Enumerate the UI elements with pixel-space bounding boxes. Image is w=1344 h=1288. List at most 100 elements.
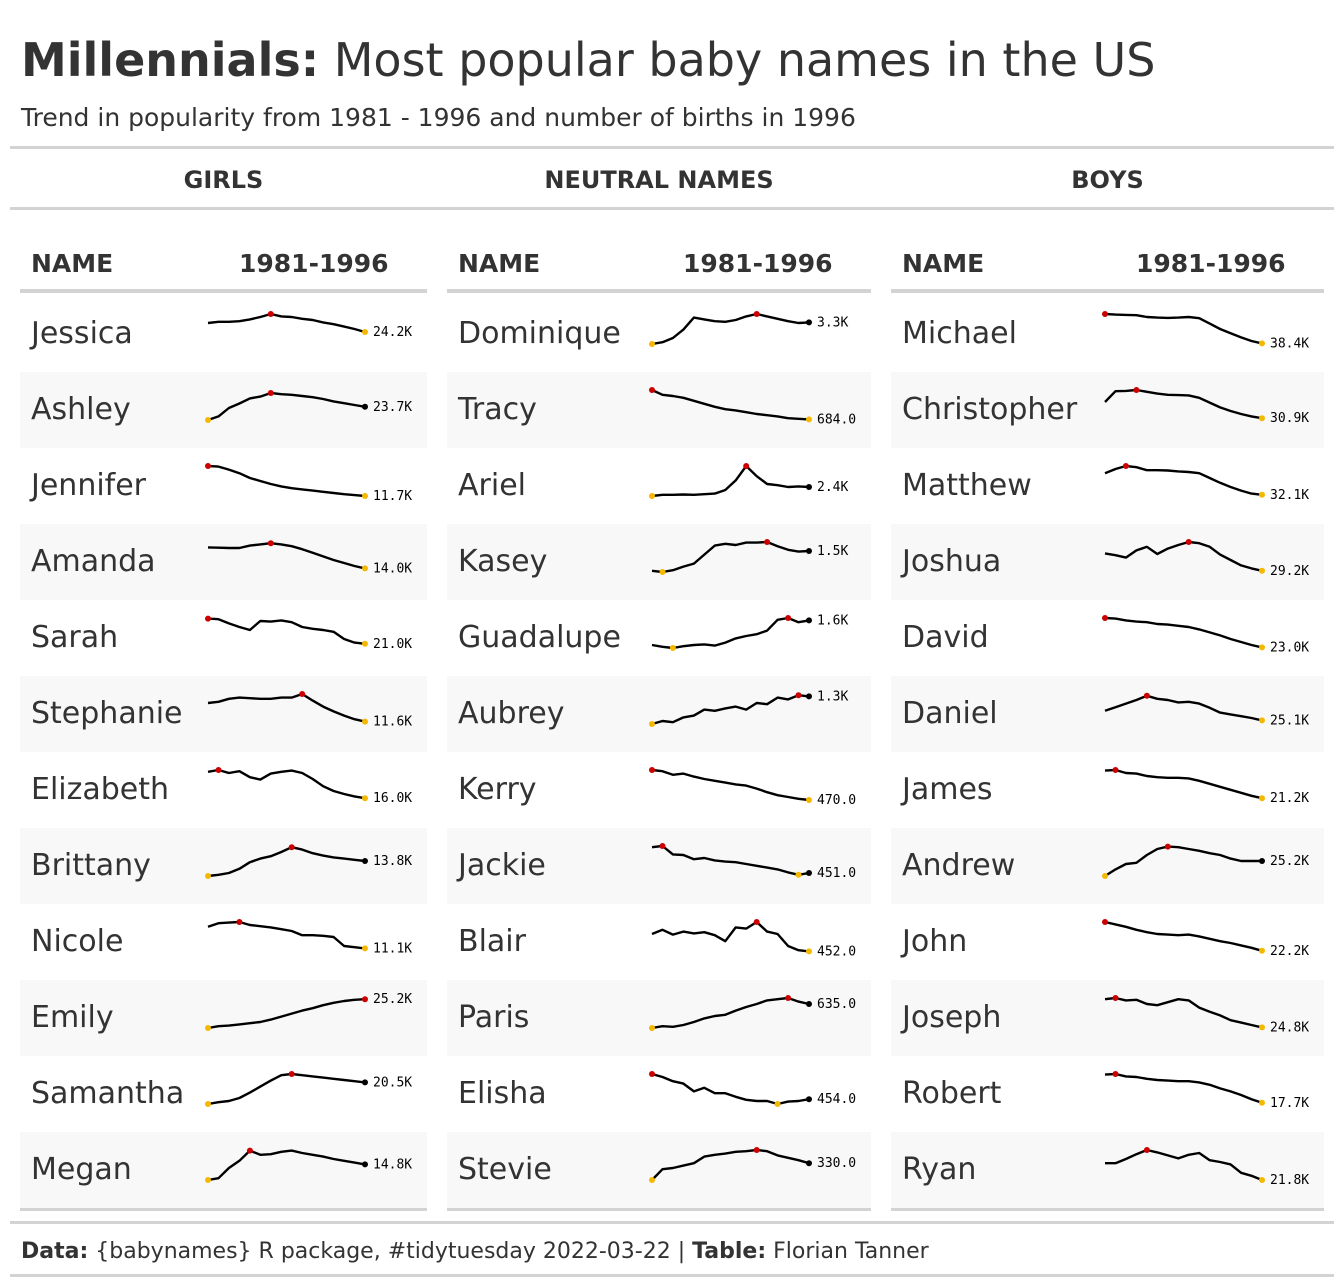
peak-marker — [743, 463, 750, 469]
baby-name: Emily — [31, 1000, 114, 1035]
peak-marker — [753, 1147, 760, 1153]
table-row: Nicole 11.1K — [20, 904, 427, 980]
peak-marker — [1112, 1071, 1119, 1077]
table-row: Samantha 20.5K — [20, 1056, 427, 1132]
baby-name: Jennifer — [31, 468, 147, 503]
peak-marker — [299, 691, 306, 697]
column-header-name: NAME — [458, 249, 541, 278]
end-marker — [806, 948, 812, 955]
end-marker — [806, 1001, 812, 1007]
table-row: Ashley 23.7K — [20, 372, 427, 448]
end-marker — [1259, 567, 1265, 574]
sparkline-chart: 454.0 — [649, 1071, 856, 1107]
table-row: Megan 14.8K — [20, 1132, 427, 1208]
peak-marker — [236, 919, 243, 925]
low-marker — [669, 645, 676, 651]
low-marker — [205, 417, 211, 423]
peak-marker — [205, 463, 211, 469]
trend-line — [1104, 694, 1263, 722]
table-row: Elisha 454.0 — [447, 1056, 871, 1132]
peak-marker — [1102, 311, 1108, 317]
births-1996-label: 454.0 — [817, 1092, 856, 1107]
sparkline-chart: 635.0 — [649, 995, 856, 1031]
baby-name: Daniel — [902, 696, 998, 731]
births-1996-label: 22.2K — [1270, 944, 1309, 959]
peak-marker — [1112, 767, 1119, 773]
sparkline-chart: 3.3K — [649, 311, 848, 347]
trend-line — [207, 1072, 366, 1106]
end-marker — [1259, 717, 1265, 724]
table-row: Daniel 25.1K — [891, 676, 1324, 752]
table-row: John 22.2K — [891, 904, 1324, 980]
peak-marker — [785, 995, 792, 1001]
trend-line — [207, 391, 366, 422]
sparkline-chart: 1.3K — [649, 689, 848, 727]
low-marker — [205, 873, 211, 879]
end-marker — [1259, 795, 1265, 802]
sparkline-chart: 452.0 — [651, 919, 856, 959]
peak-marker — [1102, 615, 1108, 621]
baby-name: Nicole — [31, 924, 124, 959]
end-marker — [362, 996, 368, 1003]
peak-marker — [1112, 995, 1119, 1001]
trend-line — [651, 616, 810, 650]
peak-marker — [764, 539, 771, 545]
end-marker — [362, 403, 368, 410]
trend-line — [207, 1149, 366, 1182]
end-marker — [362, 718, 368, 725]
header-rule — [447, 289, 871, 293]
peak-marker — [267, 311, 274, 317]
births-1996-label: 1.6K — [817, 613, 848, 628]
top-rule — [10, 146, 1334, 149]
column-header-name: NAME — [902, 249, 985, 278]
column-header-trend: 1981-1996 — [683, 249, 833, 278]
source-caption: Data: {babynames} R package, #tidytuesda… — [21, 1236, 929, 1268]
low-marker — [659, 569, 666, 575]
baby-name: Christopher — [902, 392, 1078, 427]
sparkline-chart: 24.8K — [1104, 995, 1309, 1035]
births-1996-label: 330.0 — [817, 1156, 856, 1171]
trend-line — [207, 768, 366, 800]
trend-line — [1104, 1072, 1263, 1104]
peak-marker — [288, 844, 295, 851]
peak-marker — [1143, 692, 1150, 699]
births-1996-label: 38.4K — [1270, 336, 1309, 351]
trend-line — [207, 846, 366, 878]
table-row: David 23.0K — [891, 600, 1324, 676]
births-1996-label: 21.0K — [373, 637, 412, 652]
peak-marker — [753, 919, 760, 925]
header-rule — [891, 289, 1324, 293]
baby-name: Stephanie — [31, 696, 183, 731]
sparkline-chart: 451.0 — [651, 843, 856, 881]
trend-line — [651, 388, 810, 421]
sparkline-chart: 21.2K — [1104, 767, 1309, 806]
end-marker — [806, 797, 812, 803]
baby-name: Kerry — [458, 772, 537, 807]
baby-name: Joseph — [902, 1000, 1002, 1035]
table-row: Blair 452.0 — [447, 904, 871, 980]
sparkline-chart: 25.1K — [1104, 692, 1309, 728]
end-marker — [1259, 947, 1265, 954]
trend-line — [651, 1072, 810, 1106]
trend-line — [651, 1148, 810, 1181]
end-marker — [806, 617, 812, 624]
peak-marker — [1133, 387, 1140, 393]
baby-name: Joshua — [902, 544, 1002, 579]
sparkline-chart: 30.9K — [1104, 387, 1309, 426]
low-marker — [649, 493, 655, 499]
end-marker — [362, 858, 368, 864]
table-row: Stephanie 11.6K — [20, 676, 427, 752]
sparkline-chart: 470.0 — [649, 767, 856, 808]
table-row: Robert 17.7K — [891, 1056, 1324, 1132]
table-row: Joseph 24.8K — [891, 980, 1324, 1056]
sparkline-chart: 20.5K — [205, 1071, 412, 1107]
end-marker — [362, 945, 368, 952]
end-marker — [806, 416, 812, 423]
column-header-name: NAME — [31, 249, 114, 278]
baby-name: Samantha — [31, 1076, 185, 1111]
table-row: Andrew 25.2K — [891, 828, 1324, 904]
end-marker — [806, 484, 812, 490]
table-row: Sarah 21.0K — [20, 600, 427, 676]
table-row: Elizabeth 16.0K — [20, 752, 427, 828]
sparkline-chart: 11.7K — [205, 463, 412, 504]
